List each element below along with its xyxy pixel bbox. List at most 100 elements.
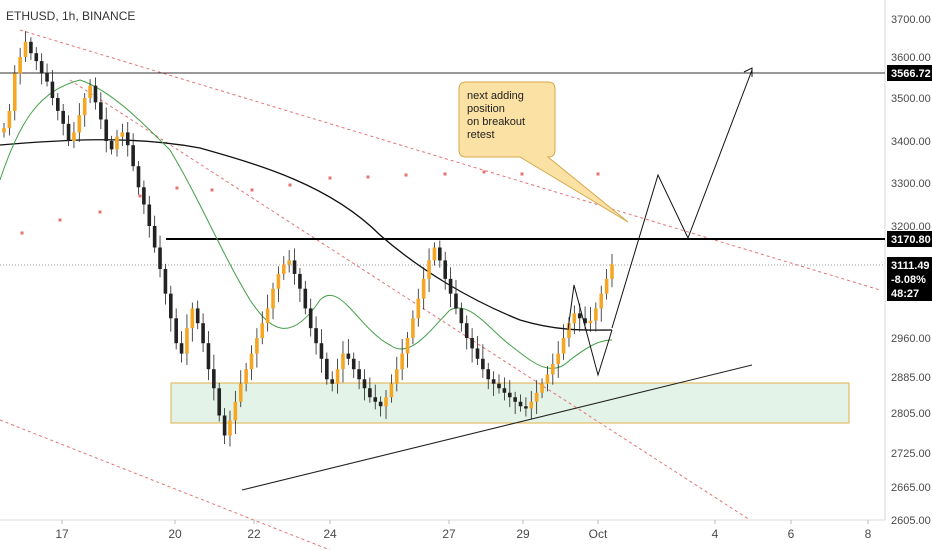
candle-body bbox=[416, 298, 421, 319]
candle-body bbox=[507, 392, 512, 398]
candle-body bbox=[174, 318, 178, 344]
candle-body bbox=[346, 353, 351, 359]
candle-body bbox=[389, 383, 394, 398]
candle-body bbox=[497, 383, 501, 389]
candle-body bbox=[179, 343, 184, 354]
candle-body bbox=[604, 278, 609, 294]
candle-body bbox=[308, 308, 313, 329]
candle-body bbox=[147, 204, 152, 226]
x-tick-label: 22 bbox=[247, 527, 261, 541]
candle-body bbox=[23, 41, 28, 57]
candle-body bbox=[475, 348, 480, 359]
badge-3566-label: 3566.72 bbox=[891, 68, 931, 80]
candle-body bbox=[109, 141, 114, 150]
candle-body bbox=[222, 415, 227, 436]
y-tick-label: 3600.00 bbox=[891, 52, 931, 64]
candle-body bbox=[341, 353, 345, 370]
moving-average-short bbox=[0, 79, 613, 369]
indicator-dot bbox=[596, 172, 600, 176]
x-tick-label: 24 bbox=[323, 527, 337, 541]
candle-body bbox=[2, 128, 6, 133]
candle-body bbox=[561, 338, 566, 354]
candle-body bbox=[168, 293, 173, 319]
x-tick-label: Oct bbox=[589, 527, 608, 541]
trend-channel bbox=[0, 29, 881, 550]
candle-body bbox=[432, 247, 437, 261]
badge-3566: 3566.72 bbox=[887, 65, 932, 81]
candle-body bbox=[384, 397, 388, 407]
chart-title: ETHUSD, 1h, BINANCE bbox=[6, 9, 135, 23]
candle-body bbox=[378, 401, 383, 407]
candle-body bbox=[190, 308, 195, 329]
candle-body bbox=[545, 374, 550, 384]
y-tick-label: 3400.00 bbox=[891, 136, 931, 148]
candle-body bbox=[201, 323, 205, 344]
x-tick-label: 8 bbox=[865, 527, 872, 541]
candle-body bbox=[233, 401, 238, 421]
candle-body bbox=[152, 226, 157, 248]
y-tick-label: 3300.00 bbox=[891, 178, 931, 190]
candle-body bbox=[551, 364, 555, 375]
ascending-trendline bbox=[241, 364, 753, 491]
candle-body bbox=[12, 73, 17, 111]
candle-body bbox=[454, 293, 458, 309]
candle-body bbox=[93, 85, 98, 103]
candle-body bbox=[271, 288, 275, 309]
y-tick-label: 2805.00 bbox=[891, 408, 931, 420]
candle-body bbox=[362, 379, 367, 389]
candle-body bbox=[303, 288, 308, 309]
indicator-dot bbox=[58, 218, 62, 222]
candle-body bbox=[61, 110, 65, 124]
indicator-dots bbox=[20, 170, 600, 235]
y-tick-label: 2725.00 bbox=[891, 448, 931, 460]
indicator-dot bbox=[520, 172, 524, 176]
candle-body bbox=[115, 136, 119, 150]
candle-body bbox=[567, 323, 571, 338]
candle-body bbox=[524, 406, 528, 409]
candle-body bbox=[486, 369, 491, 380]
candle-body bbox=[357, 369, 361, 380]
candle-body bbox=[72, 132, 76, 141]
candle-body bbox=[491, 379, 496, 384]
candle-body bbox=[29, 41, 33, 54]
candle-body bbox=[421, 278, 426, 299]
candle-body bbox=[572, 313, 577, 324]
candle-body bbox=[50, 81, 55, 98]
candle-body bbox=[265, 308, 270, 324]
candle-body bbox=[238, 383, 243, 402]
candle-body bbox=[292, 260, 297, 274]
projection-arrowhead bbox=[743, 67, 753, 77]
candle-body bbox=[244, 369, 248, 384]
candle-body bbox=[66, 123, 71, 141]
indicator-dot bbox=[443, 172, 447, 176]
annotation-text: next adding position on breakout retest bbox=[467, 90, 525, 141]
candles bbox=[2, 31, 614, 447]
x-tick-label: 29 bbox=[516, 527, 530, 541]
last-price-label: 3111.49 bbox=[891, 260, 930, 272]
indicator-dot bbox=[482, 170, 486, 174]
x-tick-label: 17 bbox=[55, 527, 69, 541]
candle-body bbox=[276, 273, 281, 289]
candle-body bbox=[599, 293, 604, 309]
candle-body bbox=[394, 369, 399, 384]
candle-body bbox=[583, 318, 587, 324]
indicator-dot bbox=[175, 186, 179, 190]
y-tick-label: 3200.00 bbox=[891, 221, 931, 233]
candle-body bbox=[298, 273, 302, 289]
candle-body bbox=[400, 353, 404, 370]
indicator-dot bbox=[288, 183, 292, 187]
candle-body bbox=[56, 98, 60, 111]
candle-body bbox=[405, 338, 410, 354]
candle-body bbox=[18, 57, 22, 74]
candle-body bbox=[131, 145, 135, 167]
candle-body bbox=[158, 247, 162, 269]
candle-body bbox=[185, 328, 189, 354]
indicator-dot bbox=[20, 231, 24, 235]
candle-body bbox=[459, 308, 464, 324]
candle-body bbox=[260, 323, 265, 338]
x-tick-label: 6 bbox=[788, 527, 795, 541]
candle-body bbox=[438, 247, 442, 261]
candle-body bbox=[39, 61, 44, 74]
y-tick-label: 3500.00 bbox=[891, 93, 931, 105]
